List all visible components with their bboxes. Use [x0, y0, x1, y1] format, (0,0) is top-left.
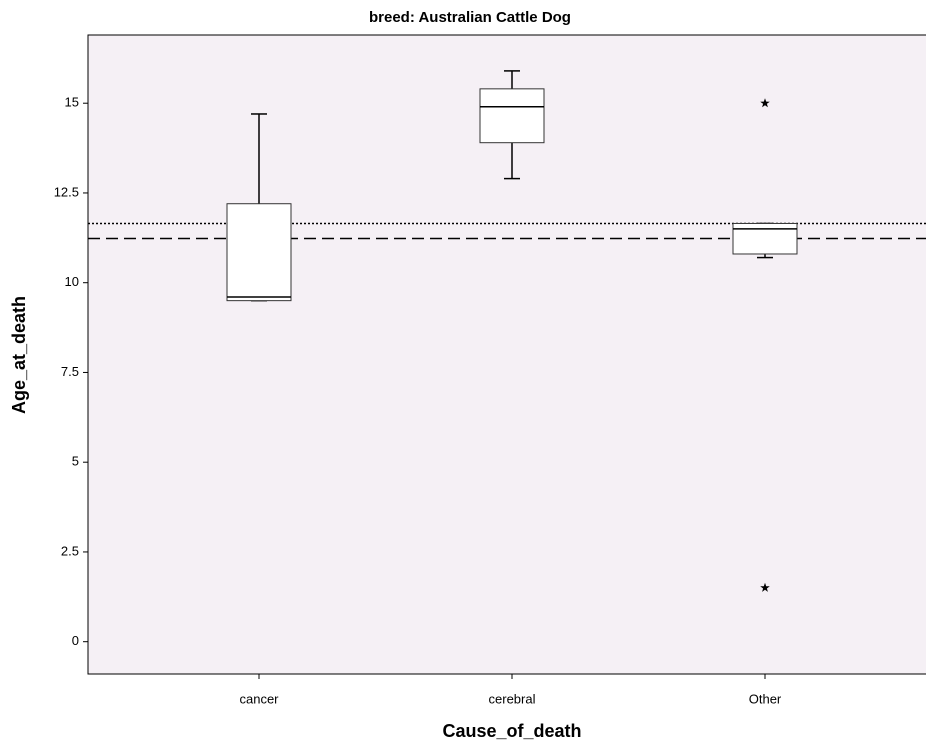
- y-tick-label: 12.5: [54, 184, 79, 199]
- y-tick-label: 0: [72, 633, 79, 648]
- outlier: [760, 582, 770, 592]
- y-axis-label: Age_at_death: [9, 296, 29, 414]
- box: [479, 88, 545, 144]
- x-tick-label: cancer: [239, 691, 279, 706]
- y-tick-label: 5: [72, 454, 79, 469]
- x-tick-label: cerebral: [489, 691, 536, 706]
- outlier: [760, 98, 770, 108]
- y-tick-label: 10: [65, 274, 79, 289]
- box: [732, 222, 798, 255]
- x-tick-label: Other: [749, 691, 782, 706]
- y-tick-label: 7.5: [61, 364, 79, 379]
- box: [226, 203, 292, 302]
- x-axis-label: Cause_of_death: [442, 721, 581, 741]
- y-tick-label: 2.5: [61, 543, 79, 558]
- y-tick-label: 15: [65, 95, 79, 110]
- chart-title: breed: Australian Cattle Dog: [369, 9, 571, 26]
